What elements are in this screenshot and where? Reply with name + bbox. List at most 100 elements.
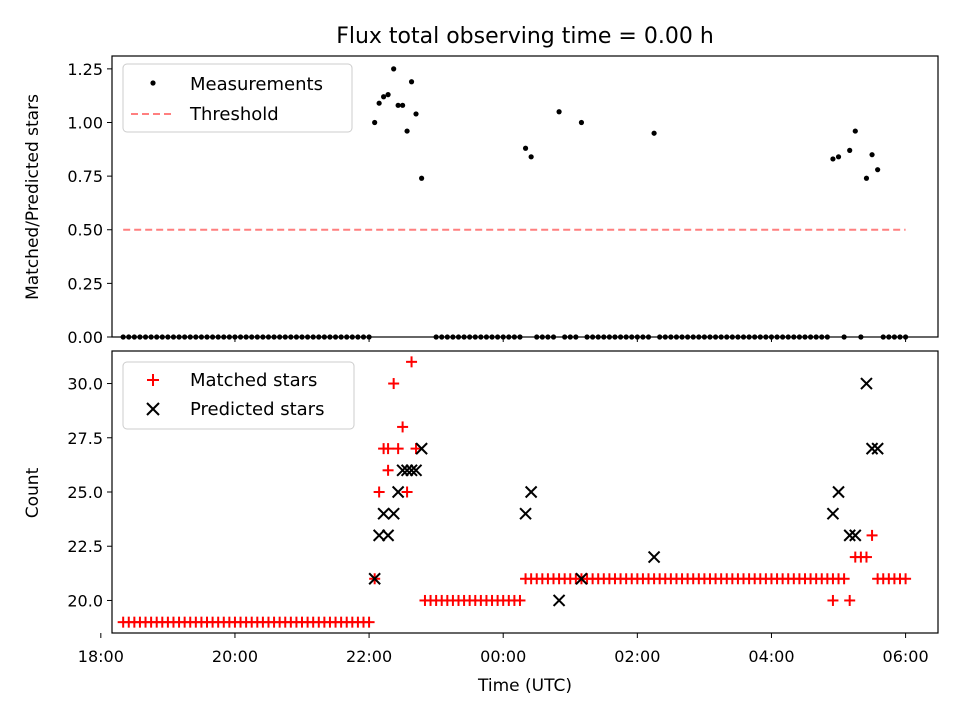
matched-point (382, 443, 394, 455)
measurement-point (381, 94, 387, 100)
predicted-stars-series (368, 377, 884, 607)
measurement-point (852, 128, 858, 134)
measurement-point (385, 92, 391, 98)
x-tick-label: 04:00 (748, 647, 794, 666)
legend-matched-marker (147, 374, 159, 386)
y-tick-label: 0.00 (67, 328, 103, 347)
measurement-point (847, 147, 853, 153)
matched-stars-series (117, 356, 912, 628)
measurement-point (528, 154, 534, 160)
predicted-point (552, 594, 566, 607)
measurement-point (556, 109, 562, 115)
ratio-y-axis-label: Matched/Predicted stars (23, 94, 43, 300)
ratio-legend: Measurements Threshold (122, 63, 353, 133)
legend-threshold-label: Threshold (189, 104, 279, 125)
count-y-axis-label: Count (23, 467, 43, 518)
predicted-point (400, 464, 414, 477)
x-tick-label: 22:00 (346, 647, 392, 666)
y-tick-label: 30.0 (67, 375, 103, 394)
matched-point (401, 486, 413, 498)
matched-point (844, 594, 856, 606)
predicted-point (871, 442, 884, 455)
measurement-point (408, 79, 415, 85)
chart-title: Flux total observing time = 0.00 h (336, 24, 714, 49)
measurement-point (835, 154, 842, 160)
predicted-point (391, 485, 405, 499)
ratio-panel: Flux total observing time = 0.00 h 0.000… (23, 24, 939, 347)
ratio-x-ticks (100, 337, 907, 342)
ratio-y-ticks: 0.00 0.25 0.50 0.75 1.00 1.25 (67, 60, 112, 347)
matched-point (514, 594, 526, 606)
measurement-point (372, 119, 378, 126)
matched-point (827, 594, 839, 606)
matched-point (866, 529, 878, 541)
matched-point (392, 443, 404, 455)
predicted-point (405, 464, 418, 477)
measurement-point (578, 119, 585, 126)
matched-point (860, 551, 872, 563)
y-tick-label: 1.25 (67, 60, 103, 79)
count-plot-area (117, 356, 912, 628)
measurement-point (875, 167, 881, 173)
y-tick-label: 0.75 (67, 167, 103, 186)
predicted-point (368, 572, 381, 585)
y-tick-label: 0.25 (67, 274, 103, 293)
predicted-point (372, 529, 386, 542)
predicted-point (826, 507, 840, 520)
measurement-point (419, 175, 425, 181)
predicted-point (860, 377, 873, 390)
x-axis-label: Time (UTC) (477, 676, 572, 696)
matched-point (838, 573, 850, 585)
matched-point (363, 616, 375, 628)
matched-point (382, 464, 394, 476)
y-tick-label: 22.5 (67, 537, 103, 556)
measurement-point (391, 66, 397, 72)
matched-point (388, 378, 400, 390)
legend-measurements-label: Measurements (190, 74, 323, 95)
count-x-ticks: 18:00 20:00 22:00 00:00 02:00 04:00 06:00 (78, 633, 929, 666)
count-legend: Matched stars Predicted stars (122, 361, 355, 430)
predicted-point (377, 507, 390, 520)
matched-point (397, 421, 409, 433)
measurement-point (863, 175, 870, 181)
y-tick-label: 1.00 (67, 113, 103, 132)
x-tick-label: 06:00 (883, 647, 929, 666)
predicted-point (832, 485, 845, 499)
matched-point (900, 573, 912, 585)
measurement-point (869, 152, 875, 158)
predicted-point (381, 529, 395, 542)
measurement-point (522, 145, 529, 151)
y-tick-label: 27.5 (67, 429, 103, 448)
y-tick-label: 0.50 (67, 221, 103, 240)
predicted-point (647, 550, 661, 564)
predicted-point (524, 485, 538, 499)
count-y-ticks: 20.0 22.5 25.0 27.5 30.0 (67, 375, 112, 610)
predicted-point (409, 464, 423, 477)
predicted-point (575, 572, 588, 585)
predicted-point (849, 529, 862, 542)
x-tick-label: 18:00 (78, 647, 124, 666)
predicted-point (865, 442, 879, 455)
matched-point (373, 486, 385, 498)
legend-measurements-marker (150, 80, 156, 86)
measurement-point (400, 102, 406, 108)
predicted-point (396, 464, 409, 477)
x-tick-label: 00:00 (480, 647, 526, 666)
measurement-point (413, 111, 419, 117)
predicted-point (387, 507, 400, 520)
legend-predicted-marker (146, 402, 160, 416)
predicted-point (415, 442, 428, 455)
count-panel: 20.0 22.5 25.0 27.5 30.0 18:00 20:00 22:00 00:0… (23, 350, 939, 696)
ratio-axes-frame (111, 55, 939, 338)
measurement-point (830, 156, 836, 162)
measurement-point (395, 102, 401, 108)
measurement-point (651, 130, 657, 136)
measurement-point (376, 100, 382, 106)
legend-matched-label: Matched stars (190, 370, 317, 391)
count-legend-box (122, 361, 355, 430)
y-tick-label: 25.0 (67, 483, 103, 502)
ratio-legend-box (122, 63, 353, 133)
predicted-point (843, 529, 856, 542)
x-tick-label: 20:00 (212, 647, 258, 666)
